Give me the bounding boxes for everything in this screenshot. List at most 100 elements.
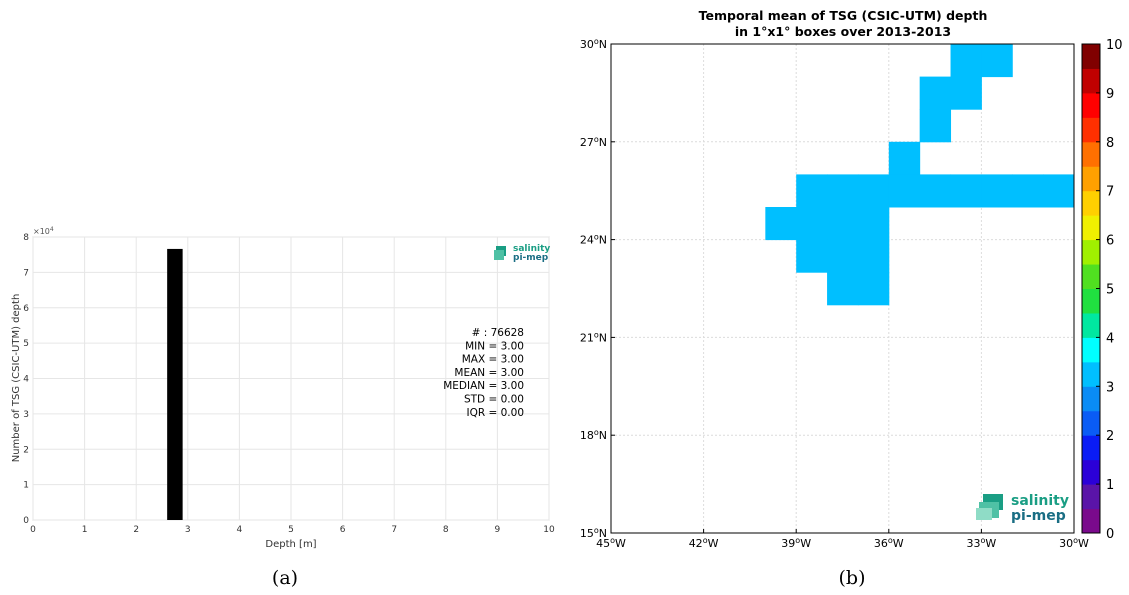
map-cell: [857, 174, 890, 208]
histogram-logo-line2: pi-mep: [513, 253, 549, 263]
histogram-y-tick-label: 0: [23, 516, 29, 526]
histogram-bars: [167, 248, 183, 520]
colorbar-tick-label: 3: [1106, 380, 1114, 395]
map-cell: [981, 44, 1013, 78]
map-y-tick-label: 30oN: [580, 37, 607, 51]
colorbar-tick-label: 5: [1106, 283, 1114, 298]
histogram-stat-line: MAX = 3.00: [462, 354, 524, 366]
map-cells: [765, 44, 1075, 306]
salinity-logo-icon: [494, 246, 506, 260]
histogram-x-tick-label: 6: [340, 525, 346, 535]
map-cell: [827, 239, 859, 273]
colorbar-tick-label: 10: [1106, 38, 1123, 53]
map-panel: Temporal mean of TSG (CSIC-UTM) depth in…: [580, 8, 1123, 589]
colorbar-segment: [1082, 435, 1100, 461]
histogram-stat-line: MIN = 3.00: [465, 340, 524, 352]
colorbar-tick-label: 8: [1106, 136, 1114, 151]
colorbar-tick-label: 7: [1106, 185, 1114, 200]
colorbar-tick-label: 9: [1106, 87, 1114, 102]
map-cell: [857, 239, 890, 273]
colorbar: 0 1 2 3 4 5 6 7 8 9 10: [1081, 38, 1123, 542]
histogram-x-ticks: 0 1 2 3 4 5 6 7 8 9 10: [30, 525, 555, 535]
histogram-y-tick-label: 6: [23, 304, 29, 314]
map-cell: [919, 76, 952, 110]
map-y-ticks: 15oN 18oN 21oN 24oN 27oN 30oN: [580, 37, 615, 540]
histogram-stat-line: IQR = 0.00: [466, 407, 524, 419]
map-cell: [950, 76, 982, 110]
histogram-panel: 0 1 2 3 4 5 6 7 8 9 10 0 1 2 3 4 5 6 7 8 ×104 Depth [m] Nu…: [11, 226, 555, 589]
map-x-tick-label: 39oW: [781, 536, 811, 550]
colorbar-tick-label: 6: [1106, 234, 1114, 249]
histogram-stat-line: STD = 0.00: [464, 394, 524, 406]
histogram-x-tick-label: 0: [30, 525, 36, 535]
map-y-tick-label: 21oN: [580, 330, 607, 344]
histogram-stat-line: MEDIAN = 3.00: [443, 380, 524, 392]
map-cell: [950, 174, 982, 208]
colorbar-segment: [1082, 166, 1100, 192]
histogram-y-tick-label: 4: [23, 375, 29, 385]
histogram-x-tick-label: 1: [82, 525, 88, 535]
map-y-tick-label: 18oN: [580, 428, 607, 442]
histogram-x-tick-label: 3: [185, 525, 191, 535]
colorbar-segment: [1082, 361, 1100, 387]
colorbar-segment: [1082, 239, 1100, 265]
map-title-line2: in 1°x1° boxes over 2013-2013: [735, 24, 951, 39]
colorbar-segment: [1082, 312, 1100, 338]
map-logo: salinity pi-mep: [976, 493, 1069, 524]
histogram-logo-line1: salinity: [513, 244, 550, 254]
histogram-y-multiplier: ×104: [33, 226, 54, 236]
map-cell: [888, 141, 921, 175]
histogram-y-ticks: 0 1 2 3 4 5 6 7 8: [23, 233, 29, 526]
map-cell: [919, 174, 952, 208]
map-x-tick-label: 33oW: [967, 536, 997, 550]
histogram-x-tick-label: 7: [391, 525, 397, 535]
map-cell: [919, 109, 952, 143]
histogram-x-axis-label: Depth [m]: [265, 539, 316, 550]
colorbar-tick-label: 1: [1106, 478, 1114, 493]
colorbar-segment: [1082, 484, 1100, 510]
map-cell: [888, 174, 921, 208]
map-cell: [827, 174, 859, 208]
colorbar-segment: [1082, 459, 1100, 485]
histogram-y-tick-label: 1: [23, 481, 29, 491]
histogram-grid: [32, 236, 550, 521]
histogram-x-tick-label: 10: [543, 525, 555, 535]
map-y-tick-label: 27oN: [580, 135, 607, 149]
map-x-tick-label: 30oW: [1059, 536, 1089, 550]
map-logo-line2: pi-mep: [1011, 508, 1066, 524]
map-x-tick-label: 36oW: [874, 536, 904, 550]
histogram-y-axis-label: Number of TSG (CSIC-UTM) depth: [11, 294, 22, 463]
histogram-y-tick-label: 5: [23, 339, 29, 349]
caption-a: (a): [272, 567, 298, 589]
map-y-tick-label: 15oN: [580, 526, 607, 540]
histogram-logo: salinity pi-mep: [494, 244, 550, 263]
histogram-x-tick-label: 9: [495, 525, 501, 535]
map-frame: [610, 43, 1075, 534]
colorbar-segment: [1082, 410, 1100, 436]
colorbar-segment: [1082, 508, 1100, 534]
map-cell: [1043, 174, 1075, 208]
map-cell: [796, 207, 828, 241]
map-x-tick-label: 45oW: [596, 536, 626, 550]
map-cell: [1012, 174, 1044, 208]
colorbar-segment: [1082, 117, 1100, 143]
map-title-line1: Temporal mean of TSG (CSIC-UTM) depth: [699, 8, 988, 23]
colorbar-segment: [1082, 141, 1100, 167]
colorbar-segment: [1082, 92, 1100, 118]
colorbar-segment: [1082, 215, 1100, 241]
histogram-y-tick-label: 7: [23, 268, 29, 278]
histogram-y-tick-label: 8: [23, 233, 29, 243]
histogram-y-tick-label: 3: [23, 410, 29, 420]
map-cell: [981, 174, 1013, 208]
map-x-tick-label: 42oW: [689, 536, 719, 550]
map-cell: [857, 272, 890, 306]
caption-b: (b): [839, 567, 866, 589]
histogram-x-tick-label: 2: [133, 525, 139, 535]
map-logo-line1: salinity: [1011, 493, 1069, 509]
colorbar-segment: [1082, 264, 1100, 289]
map-x-ticks: 45oW 42oW 39oW 36oW 33oW 30oW: [596, 529, 1089, 550]
colorbar-tick-label: 2: [1106, 429, 1114, 444]
salinity-logo-icon: [976, 494, 1003, 520]
